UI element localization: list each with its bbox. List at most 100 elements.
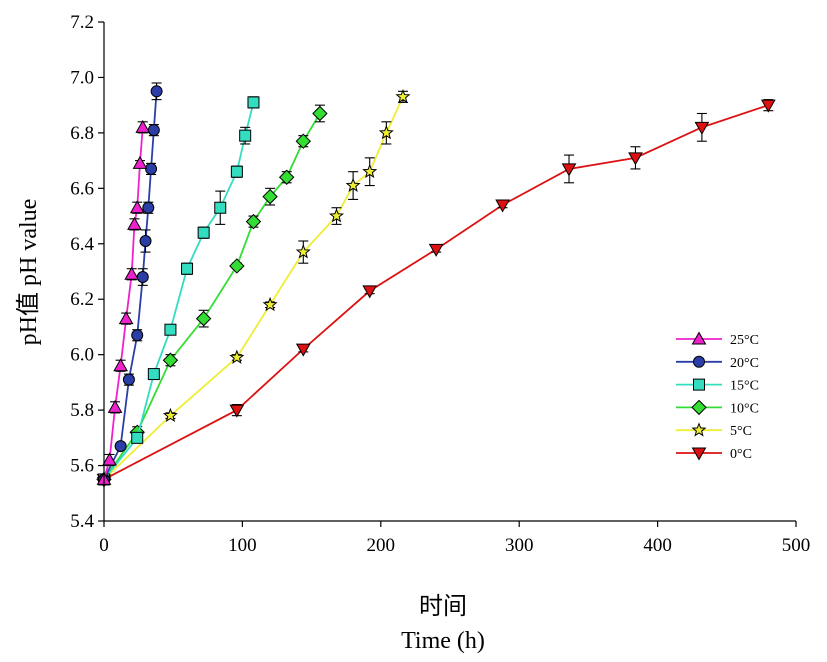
data-point <box>694 121 710 135</box>
data-point <box>150 85 163 98</box>
data-point <box>495 199 510 213</box>
data-point <box>295 244 311 259</box>
y-tick-label: 6.8 <box>70 123 94 144</box>
x-tick-label: 100 <box>228 535 257 556</box>
diamond-icon <box>691 399 707 416</box>
series-3 <box>98 96 260 486</box>
legend-entry: 20°C <box>676 355 759 371</box>
data-point <box>147 124 160 137</box>
data-point <box>195 310 212 327</box>
legend-label: 15°C <box>730 379 759 394</box>
plot-area <box>96 82 776 488</box>
legend-label: 5°C <box>730 424 752 439</box>
data-point <box>214 201 227 214</box>
data-point <box>378 125 394 140</box>
legend-label: 0°C <box>730 447 752 462</box>
y-tick-label: 5.8 <box>70 400 94 421</box>
y-tick-label: 7.0 <box>70 67 94 88</box>
data-point <box>229 404 245 418</box>
data-point <box>247 96 260 109</box>
legend-label: 10°C <box>730 401 759 416</box>
y-tick-label: 6.6 <box>70 178 94 199</box>
data-point <box>245 213 262 230</box>
series-line <box>103 104 769 481</box>
series-line <box>103 127 144 480</box>
data-point <box>162 407 178 423</box>
data-point <box>295 133 312 149</box>
legend-entry: 25°C <box>676 331 759 348</box>
data-point <box>164 323 177 336</box>
data-point <box>131 431 144 444</box>
square-icon <box>693 378 705 391</box>
data-point <box>295 343 311 357</box>
x-axis-title: Time (h) <box>401 628 485 654</box>
x-tick-label: 300 <box>505 535 534 556</box>
series-line <box>103 113 321 480</box>
data-point <box>162 352 179 368</box>
triangle-down-icon <box>691 447 707 461</box>
data-point <box>262 188 278 205</box>
data-point <box>114 440 127 453</box>
series-5 <box>96 88 411 486</box>
data-point <box>362 163 378 179</box>
data-point <box>628 152 643 166</box>
x-tick-label: 200 <box>367 535 396 556</box>
y-tick-label: 6.4 <box>70 234 94 255</box>
data-point <box>122 373 135 386</box>
data-point <box>136 271 149 284</box>
legend-entry: 5°C <box>676 422 752 439</box>
series-1 <box>96 119 151 485</box>
data-point <box>102 452 117 466</box>
data-point <box>145 162 158 175</box>
x-tick-label: 0 <box>99 535 109 556</box>
data-point <box>127 216 142 230</box>
y-axis-title: pH值 pH value <box>15 199 42 346</box>
y-tick-label: 7.2 <box>70 12 94 33</box>
data-point <box>132 155 148 169</box>
data-point <box>129 200 145 214</box>
series-6 <box>96 99 776 487</box>
legend-label: 25°C <box>730 333 759 348</box>
data-point <box>229 258 245 274</box>
data-point <box>142 201 155 214</box>
data-point <box>181 262 194 275</box>
data-point <box>312 105 328 122</box>
legend-entry: 10°C <box>676 399 759 416</box>
data-point <box>113 358 128 372</box>
circle-icon <box>693 355 705 368</box>
y-tick-label: 6.0 <box>70 345 94 366</box>
data-point <box>118 311 134 325</box>
data-point <box>362 285 378 299</box>
legend: 25°C 20°C 15°C 10°C 5°C 0°C <box>676 331 759 462</box>
legend-label: 20°C <box>730 356 759 371</box>
data-point <box>197 226 210 239</box>
x-tick-label: 400 <box>643 535 672 556</box>
legend-entry: 15°C <box>676 378 759 394</box>
data-point <box>135 119 151 133</box>
x-tick-label: 500 <box>782 535 811 556</box>
data-point <box>124 266 140 280</box>
data-point <box>262 296 278 312</box>
data-point <box>760 99 776 113</box>
data-point <box>107 399 123 413</box>
data-point <box>561 163 577 177</box>
series-line <box>103 102 255 480</box>
legend-entry: 0°C <box>676 447 752 462</box>
data-point <box>147 368 160 381</box>
y-tick-label: 6.2 <box>70 289 94 310</box>
tick-labels: 0 100 200 300 400 500 5.4 5.6 5.8 6.0 6.2 6.4 6.6 6.8… <box>70 12 810 556</box>
data-point <box>239 129 252 142</box>
x-axis-title-cn: 时间 <box>419 593 467 620</box>
star-icon <box>691 422 707 437</box>
data-point <box>278 169 295 185</box>
axes <box>98 21 797 527</box>
data-point <box>230 165 243 178</box>
series-line <box>103 91 158 480</box>
data-point <box>345 177 361 192</box>
data-point <box>395 88 411 104</box>
data-point <box>329 208 345 223</box>
triangle-up-icon <box>691 331 707 345</box>
series-4 <box>96 104 328 488</box>
data-point <box>428 243 444 257</box>
